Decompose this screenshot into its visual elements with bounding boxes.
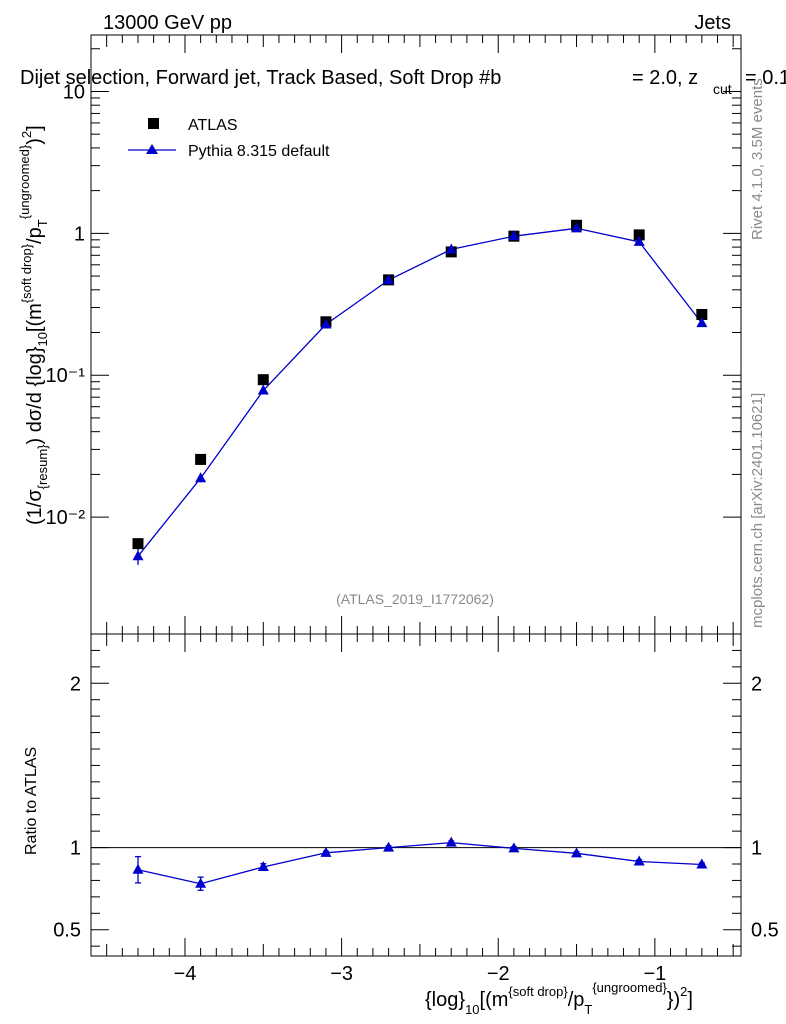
ylabel-part-d-sup: {ungroomed} [17, 144, 32, 219]
x-tick-label: −1 [643, 963, 666, 985]
pythia-point [383, 274, 395, 285]
ratio-y-axis-label: Ratio to ATLAS [23, 747, 40, 855]
ratio-point [383, 841, 395, 852]
pythia-point [195, 472, 207, 483]
ratio-y-tick-label-left: 2 [70, 673, 81, 695]
ratio-y-tick-label-left: 0.5 [53, 920, 81, 942]
ratio-point [633, 855, 645, 866]
xlabel-part-b: [(m [480, 989, 509, 1011]
xlabel-part-b-sup: {soft drop} [508, 984, 568, 999]
xlabel-part-d: }) [667, 989, 680, 1011]
ratio-point [195, 877, 207, 888]
pythia-point [508, 230, 520, 241]
svg-text:(1/σ{resum}) dσ/d {log}10[(m{s: (1/σ{resum}) dσ/d {log}10[(m{soft drop}/… [17, 125, 50, 525]
header-jets: Jets [694, 12, 731, 34]
ratio-point [508, 842, 520, 853]
x-axis-label: {log}10[(m{soft drop}/pT{ungroomed}})2] [425, 980, 693, 1017]
pythia-point [132, 550, 144, 561]
y-tick-label-main: 10 [63, 81, 85, 103]
y-tick-label-main: 10⁻² [46, 507, 86, 529]
x-tick-label: −3 [330, 963, 353, 985]
ylabel-part-d-sub: T [35, 219, 50, 227]
ratio-data-layer [91, 836, 741, 891]
legend-atlas-label: ATLAS [188, 117, 238, 134]
x-tick-label: −4 [174, 963, 197, 985]
ylabel-part-c: [(m [24, 303, 46, 332]
mcplots-label: mcplots.cern.ch [arXiv:2401.10621] [749, 393, 766, 628]
ylabel-part-a-sub: {resum} [35, 444, 50, 489]
atlas-point [257, 374, 269, 386]
main-data-layer [132, 219, 708, 565]
ratio-point [445, 836, 457, 847]
ylabel-part-d: /p [24, 227, 46, 244]
legend-pythia-label: Pythia 8.315 default [188, 143, 330, 160]
main-y-axis-label: (1/σ{resum}) dσ/d {log}10[(m{soft drop}/… [17, 125, 50, 525]
x-tick-label: −2 [487, 963, 510, 985]
xlabel-part-a: {log} [425, 989, 465, 1011]
xlabel-part-c-sup: {ungroomed} [592, 980, 667, 995]
atlas-point [633, 229, 645, 241]
ratio-point [571, 847, 583, 858]
ylabel-part-b-sub: 10 [35, 332, 50, 346]
ylabel-part-c-sup: {soft drop} [19, 243, 34, 303]
analysis-watermark: (ATLAS_2019_I1772062) [336, 591, 494, 607]
legend-pythia-marker [146, 144, 158, 154]
ratio-axis-ticks [91, 649, 741, 947]
ratio-panel-frame [90, 633, 742, 957]
pythia-point [320, 318, 332, 329]
pythia-point [633, 235, 645, 246]
xlabel-part-d-sup: 2 [680, 984, 687, 999]
ratio-point [132, 863, 144, 874]
ylabel-part-e: ) [24, 138, 46, 145]
ylabel-part-f: ] [24, 125, 46, 131]
ratio-y-tick-label-right: 1 [751, 838, 762, 860]
xlabel-part-c-sub: T [584, 1002, 592, 1017]
ratio-point [257, 860, 269, 871]
main-y-tick-labels: 10⁻² 10⁻¹ 1 10 [46, 81, 86, 529]
title-beta: = 2.0, z [632, 67, 698, 89]
svg-text:{log}10[(m{soft drop}/pT{ungro: {log}10[(m{soft drop}/pT{ungroomed}})2] [425, 980, 693, 1017]
pythia-point [445, 243, 457, 254]
pythia-point [257, 384, 269, 395]
xlabel-part-e: ] [687, 989, 693, 1011]
ratio-y-tick-label-right: 0.5 [751, 920, 779, 942]
pythia-point [571, 222, 583, 233]
header-energy: 13000 GeV pp [103, 12, 232, 34]
y-tick-label-main: 1 [74, 223, 85, 245]
main-axis-ticks [90, 35, 741, 956]
atlas-point [195, 453, 207, 465]
title-main: Dijet selection, Forward jet, Track Base… [20, 67, 501, 89]
pythia-line [137, 227, 703, 557]
xlabel-part-a-sub: 10 [465, 1002, 479, 1017]
legend: ATLAS Pythia 8.315 default [128, 117, 330, 160]
ratio-line [137, 841, 702, 885]
ratio-y-tick-label-right: 2 [751, 673, 762, 695]
plot-title: Dijet selection, Forward jet, Track Base… [20, 67, 786, 97]
atlas-point [132, 538, 144, 550]
xlabel-part-c: /p [568, 989, 585, 1011]
title-cut-sub: cut [713, 81, 732, 97]
pythia-point [696, 317, 708, 328]
atlas-point [696, 308, 708, 320]
ylabel-part-b: ) dσ/d {log} [24, 346, 46, 444]
legend-atlas-marker [148, 118, 159, 129]
title-tail: = 0.1 [745, 67, 786, 89]
ratio-y-tick-label-left: 1 [70, 838, 81, 860]
y-tick-label-main: 10⁻¹ [46, 365, 86, 387]
ylabel-part-e-sup: 2 [19, 131, 34, 138]
ratio-x-tick-labels: −4 −3 −2 −1 [174, 963, 667, 985]
rivet-label: Rivet 4.1.0, 3.5M events [749, 78, 766, 240]
ratio-point [696, 858, 708, 869]
ratio-point [320, 846, 332, 857]
ylabel-part-a: (1/σ [24, 489, 46, 525]
ratio-y-tick-labels: 0.5 0.5 1 1 2 2 [53, 673, 779, 941]
